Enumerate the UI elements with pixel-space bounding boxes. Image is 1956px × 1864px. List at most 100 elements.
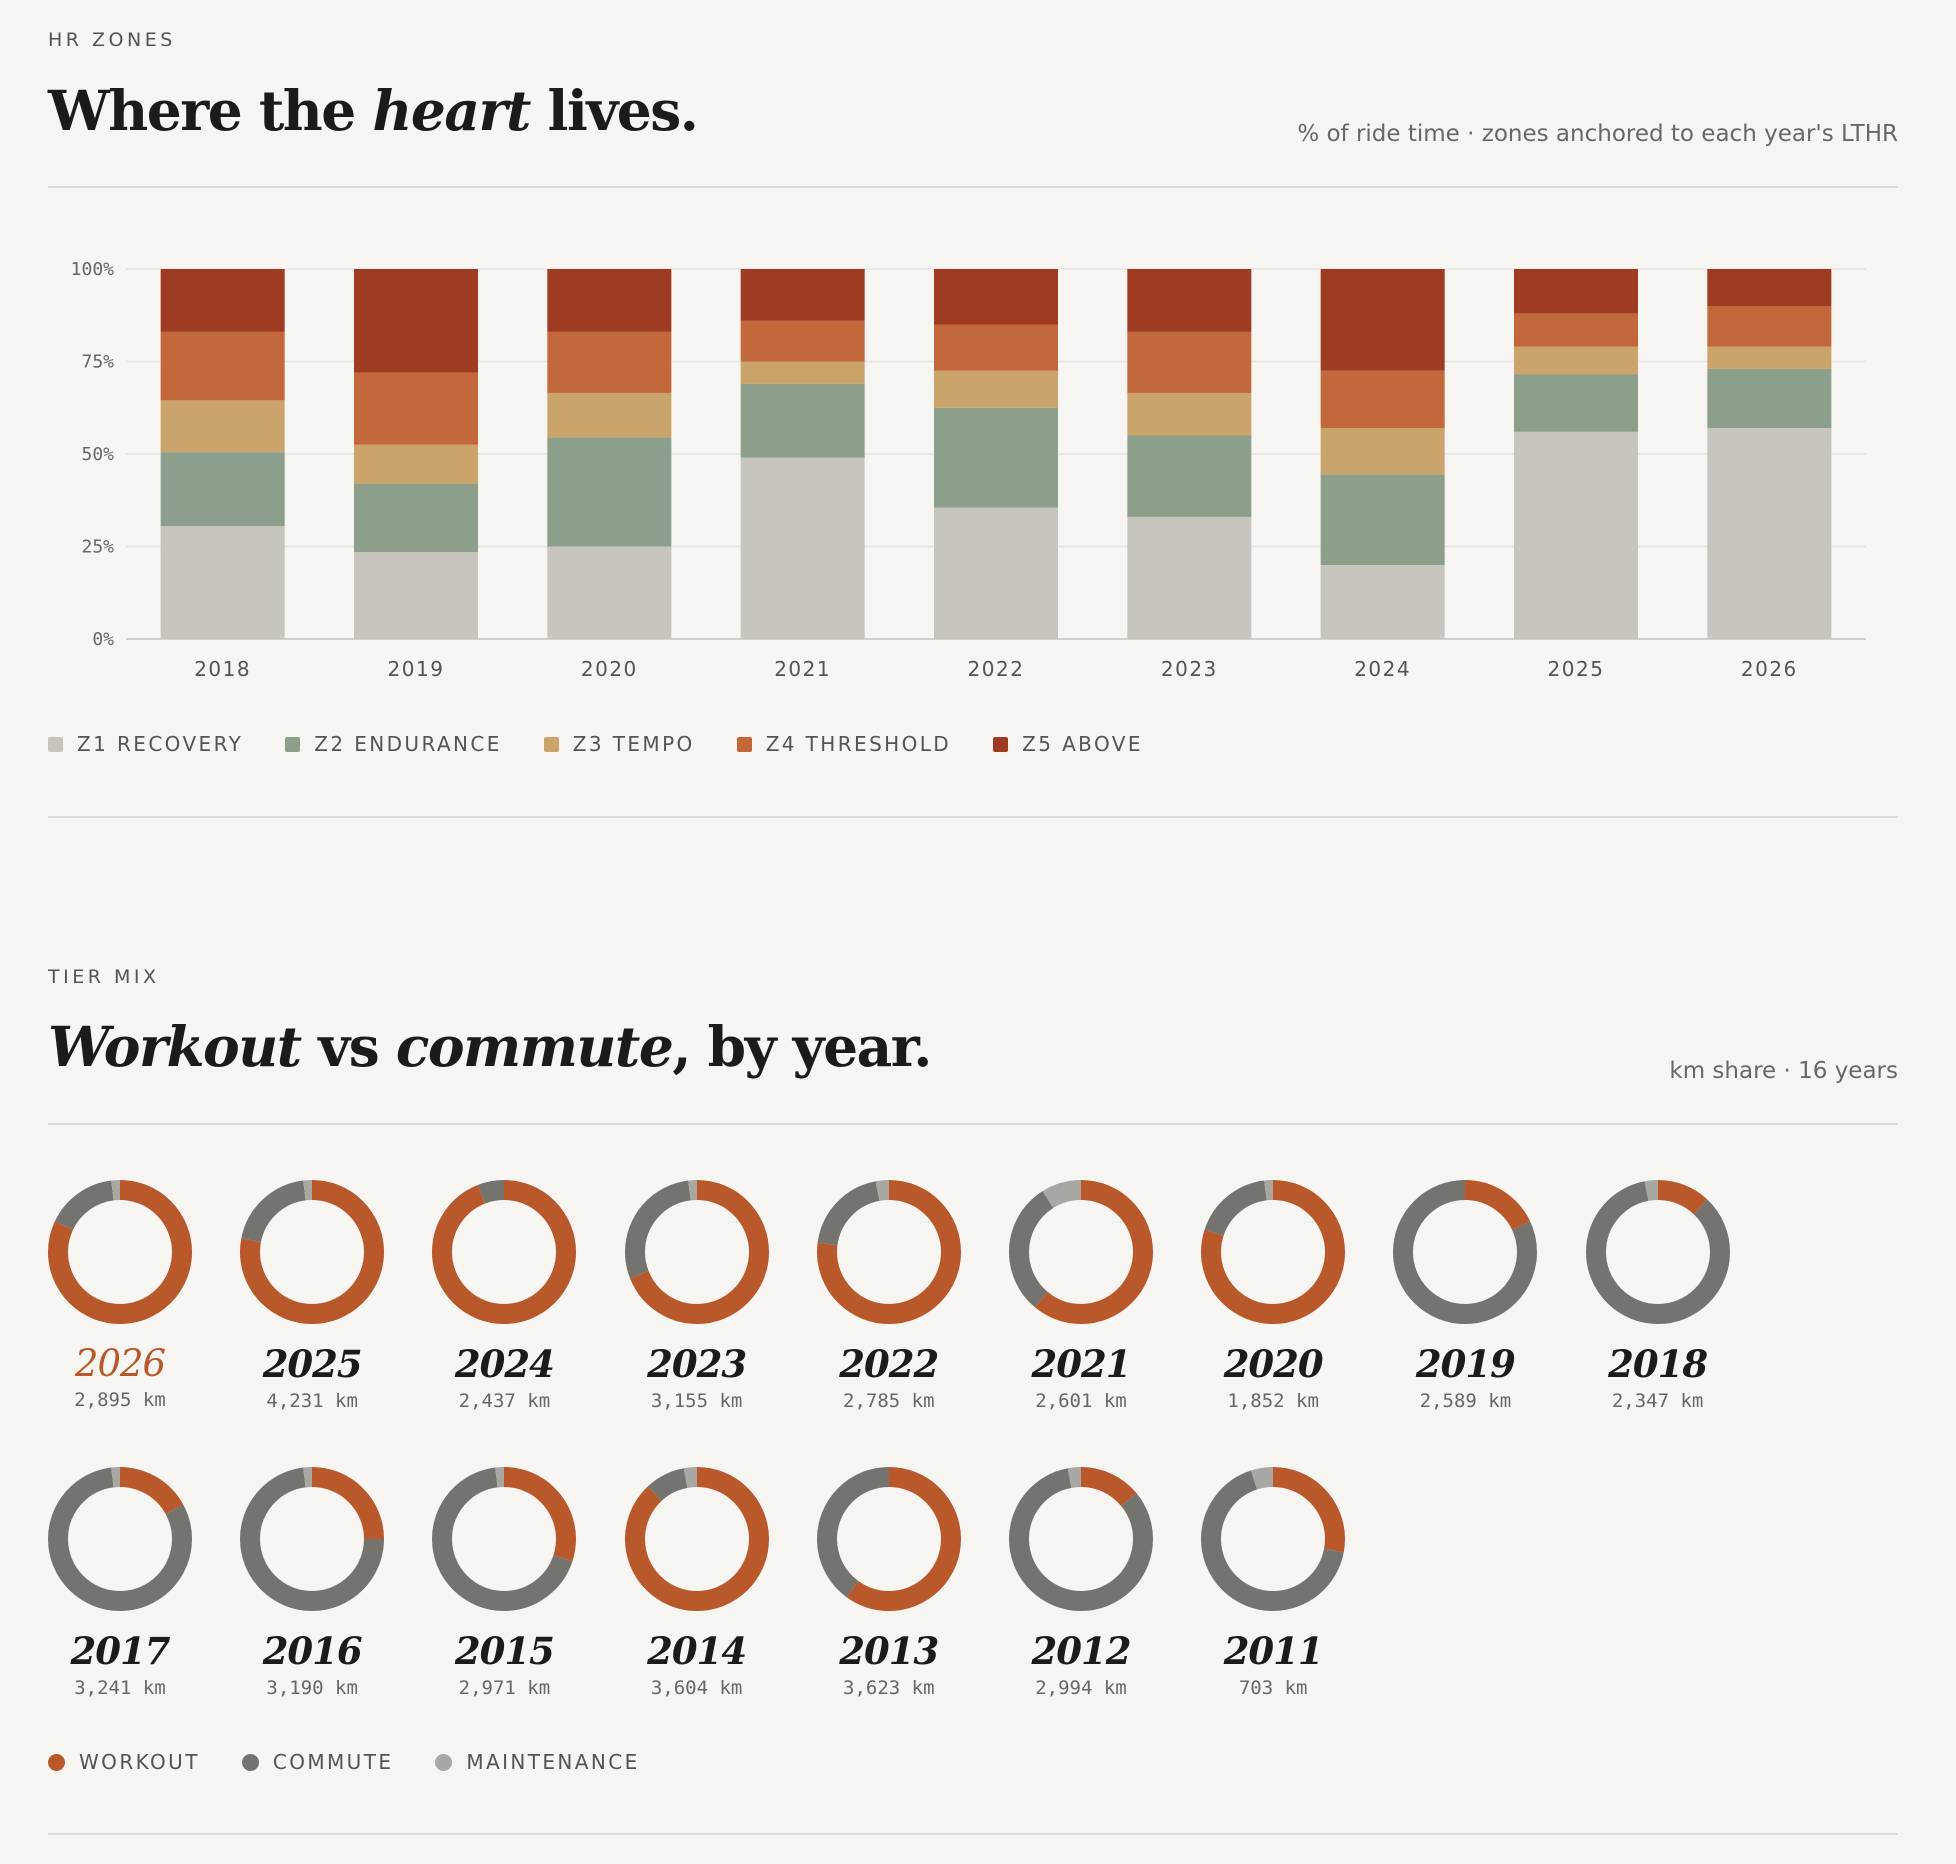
hr-zones-section: HR ZONES Where the heart lives. % of rid… [48, 0, 1898, 820]
donut-year-label: 2025 [262, 1342, 363, 1386]
x-tick-label: 2022 [968, 657, 1025, 681]
donut-slice-commute [1393, 1180, 1538, 1324]
legend-item: Z1 RECOVERY [48, 732, 243, 756]
donut-year-cell: 2023 3,155 km [624, 1180, 769, 1412]
donut-ring [816, 1467, 961, 1611]
donut-chart [1009, 1180, 1153, 1324]
headline-emphasis: commute [395, 1014, 674, 1079]
y-tick-label: 50% [81, 444, 114, 465]
legend-swatch [993, 736, 1009, 752]
legend-item: Z4 THRESHOLD [736, 732, 952, 756]
y-tick-label: 75% [81, 352, 114, 373]
x-tick-label: 2019 [388, 657, 445, 681]
legend-item: COMMUTE [241, 1750, 394, 1774]
donut-year-label: 2013 [839, 1629, 939, 1673]
donut-chart [48, 1180, 192, 1324]
donut-year-label: 2015 [454, 1629, 555, 1673]
hr-zones-legend: Z1 RECOVERY Z2 ENDURANCE Z3 TEMPO Z4 THRESH… [48, 732, 1143, 756]
bar-segment [1320, 428, 1445, 475]
bar-segment [1707, 306, 1832, 347]
bar-segment [1320, 370, 1445, 429]
bar-segment [547, 392, 672, 438]
bar-segment [1127, 435, 1252, 517]
donut-chart [624, 1180, 769, 1324]
donut-km-label: 2,785 km [843, 1390, 935, 1412]
bar-segment [547, 546, 672, 639]
donut-km-label: 703 km [1238, 1677, 1308, 1699]
donut-chart [1201, 1180, 1346, 1324]
bar-segment [1514, 374, 1638, 432]
divider [48, 816, 1898, 818]
donut-slice-commute [624, 1180, 769, 1324]
donut-year-cell: 2015 2,971 km [432, 1467, 577, 1699]
donut-ring [1009, 1180, 1153, 1324]
legend-swatch [48, 1753, 65, 1771]
donut-chart [1393, 1180, 1538, 1324]
bar-segment [1127, 516, 1252, 639]
donut-year-cell: 2011 703 km [1201, 1467, 1346, 1699]
donut-ring [48, 1180, 192, 1324]
donut-ring [624, 1180, 769, 1324]
donut-slice-maintenance [1201, 1467, 1346, 1611]
bar-segment [740, 320, 865, 362]
hr-zones-subhead: % of ride time · zones anchored to each … [1297, 121, 1898, 147]
bar-segment [1320, 269, 1445, 371]
donut-year-cell: 2020 1,852 km [1201, 1180, 1346, 1412]
x-tick-label: 2018 [194, 657, 251, 681]
donut-slice-maintenance [240, 1180, 385, 1324]
tier-mix-eyebrow: TIER MIX [48, 966, 160, 988]
donut-ring [1393, 1180, 1538, 1324]
divider [48, 1833, 1898, 1835]
tier-mix-legend: WORKOUT COMMUTE MAINTENANCE [48, 1750, 640, 1774]
legend-swatch [285, 736, 301, 752]
donut-year-label: 2024 [454, 1342, 555, 1386]
legend-label: WORKOUT [79, 1750, 200, 1774]
donut-chart [1009, 1467, 1153, 1611]
donut-chart [1585, 1180, 1730, 1324]
legend-item: Z5 ABOVE [993, 732, 1143, 756]
legend-item: MAINTENANCE [435, 1750, 639, 1774]
donut-slice-commute [432, 1180, 577, 1324]
donut-year-label: 2026 [74, 1342, 166, 1385]
bar-segment [160, 452, 285, 527]
donut-ring [1201, 1467, 1346, 1611]
donut-slice-maintenance [624, 1467, 769, 1611]
hr-zones-headline: Where the heart lives. [48, 78, 699, 143]
x-tick-label: 2026 [1741, 657, 1798, 681]
donut-year-label: 2022 [839, 1342, 939, 1386]
donut-year-cell: 2025 4,231 km [240, 1180, 385, 1412]
donut-km-label: 3,623 km [843, 1677, 935, 1699]
donut-chart [1201, 1467, 1346, 1611]
donut-slice-commute [240, 1467, 385, 1611]
donut-slice-commute [1009, 1467, 1153, 1611]
x-tick-label: 2020 [581, 657, 638, 681]
legend-label: Z4 THRESHOLD [765, 732, 952, 756]
donut-km-label: 2,437 km [458, 1390, 551, 1412]
donut-year-cell: 2017 3,241 km [48, 1467, 192, 1699]
donut-chart [816, 1467, 961, 1611]
donut-year-label: 2016 [262, 1629, 363, 1673]
donut-slice-maintenance [1009, 1180, 1153, 1324]
legend-swatch [48, 736, 63, 752]
bar-segment [354, 483, 478, 553]
headline-part: Where the [48, 78, 373, 143]
donut-chart [48, 1467, 192, 1611]
donut-year-cell: 2021 2,601 km [1009, 1180, 1153, 1412]
legend-swatch [241, 1753, 259, 1771]
donut-chart [432, 1467, 577, 1611]
tier-mix-subhead: km share · 16 years [1669, 1058, 1898, 1084]
donut-ring [240, 1180, 385, 1324]
headline-emphasis: heart [372, 78, 531, 143]
headline-emphasis: Workout [48, 1014, 302, 1079]
donut-year-cell: 2019 2,589 km [1393, 1180, 1538, 1412]
donut-slice-maintenance [240, 1467, 385, 1611]
divider [48, 1123, 1898, 1125]
donut-year-cell: 2013 3,623 km [816, 1467, 961, 1699]
legend-label: Z2 ENDURANCE [314, 732, 502, 756]
donut-chart [240, 1467, 385, 1611]
legend-label: Z3 TEMPO [572, 732, 695, 756]
x-tick-label: 2024 [1354, 657, 1411, 681]
donut-km-label: 3,241 km [74, 1677, 166, 1699]
bar-segment [354, 552, 478, 639]
x-tick-label: 2025 [1548, 657, 1605, 681]
